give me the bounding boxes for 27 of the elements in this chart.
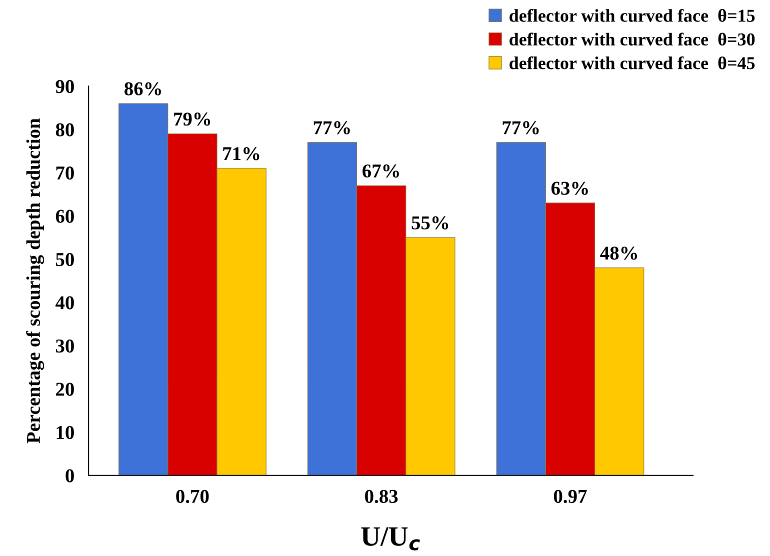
y-tick-label: 60 xyxy=(56,210,74,223)
y-tick-label: 80 xyxy=(56,123,74,136)
legend-label: deflector with curved face θ=15 xyxy=(510,8,755,22)
x-axis-title: U/U$_{c}$ xyxy=(361,527,420,550)
x-tick-label: 0.70 xyxy=(176,490,209,504)
data-label: 48% xyxy=(600,246,637,260)
data-label: 55% xyxy=(412,216,448,230)
legend-label: deflector with curved face θ=45 xyxy=(510,56,755,70)
x-tick-label: 0.83 xyxy=(365,490,398,504)
data-label: 86% xyxy=(124,82,161,96)
x-tick-label: 0.97 xyxy=(554,490,587,504)
y-tick-label: 40 xyxy=(55,296,74,310)
y-tick-label: 30 xyxy=(56,339,74,353)
y-tick-label: 0 xyxy=(66,469,74,482)
data-label: 63% xyxy=(551,182,588,195)
data-label: 67% xyxy=(362,164,399,178)
y-tick-label: 20 xyxy=(56,382,74,396)
y-tick-label: 10 xyxy=(56,426,74,440)
data-label: 71% xyxy=(223,147,260,160)
y-axis-title: Percentage of scouring depth reduction xyxy=(26,118,44,444)
y-tick-label: 90 xyxy=(56,80,74,94)
data-label: 79% xyxy=(174,112,210,126)
data-label: 77% xyxy=(314,121,350,134)
data-label: 77% xyxy=(502,121,539,134)
y-tick-label: 70 xyxy=(56,166,74,180)
y-tick-label: 50 xyxy=(56,252,74,266)
legend-label: deflector with curved face θ=30 xyxy=(510,32,755,46)
